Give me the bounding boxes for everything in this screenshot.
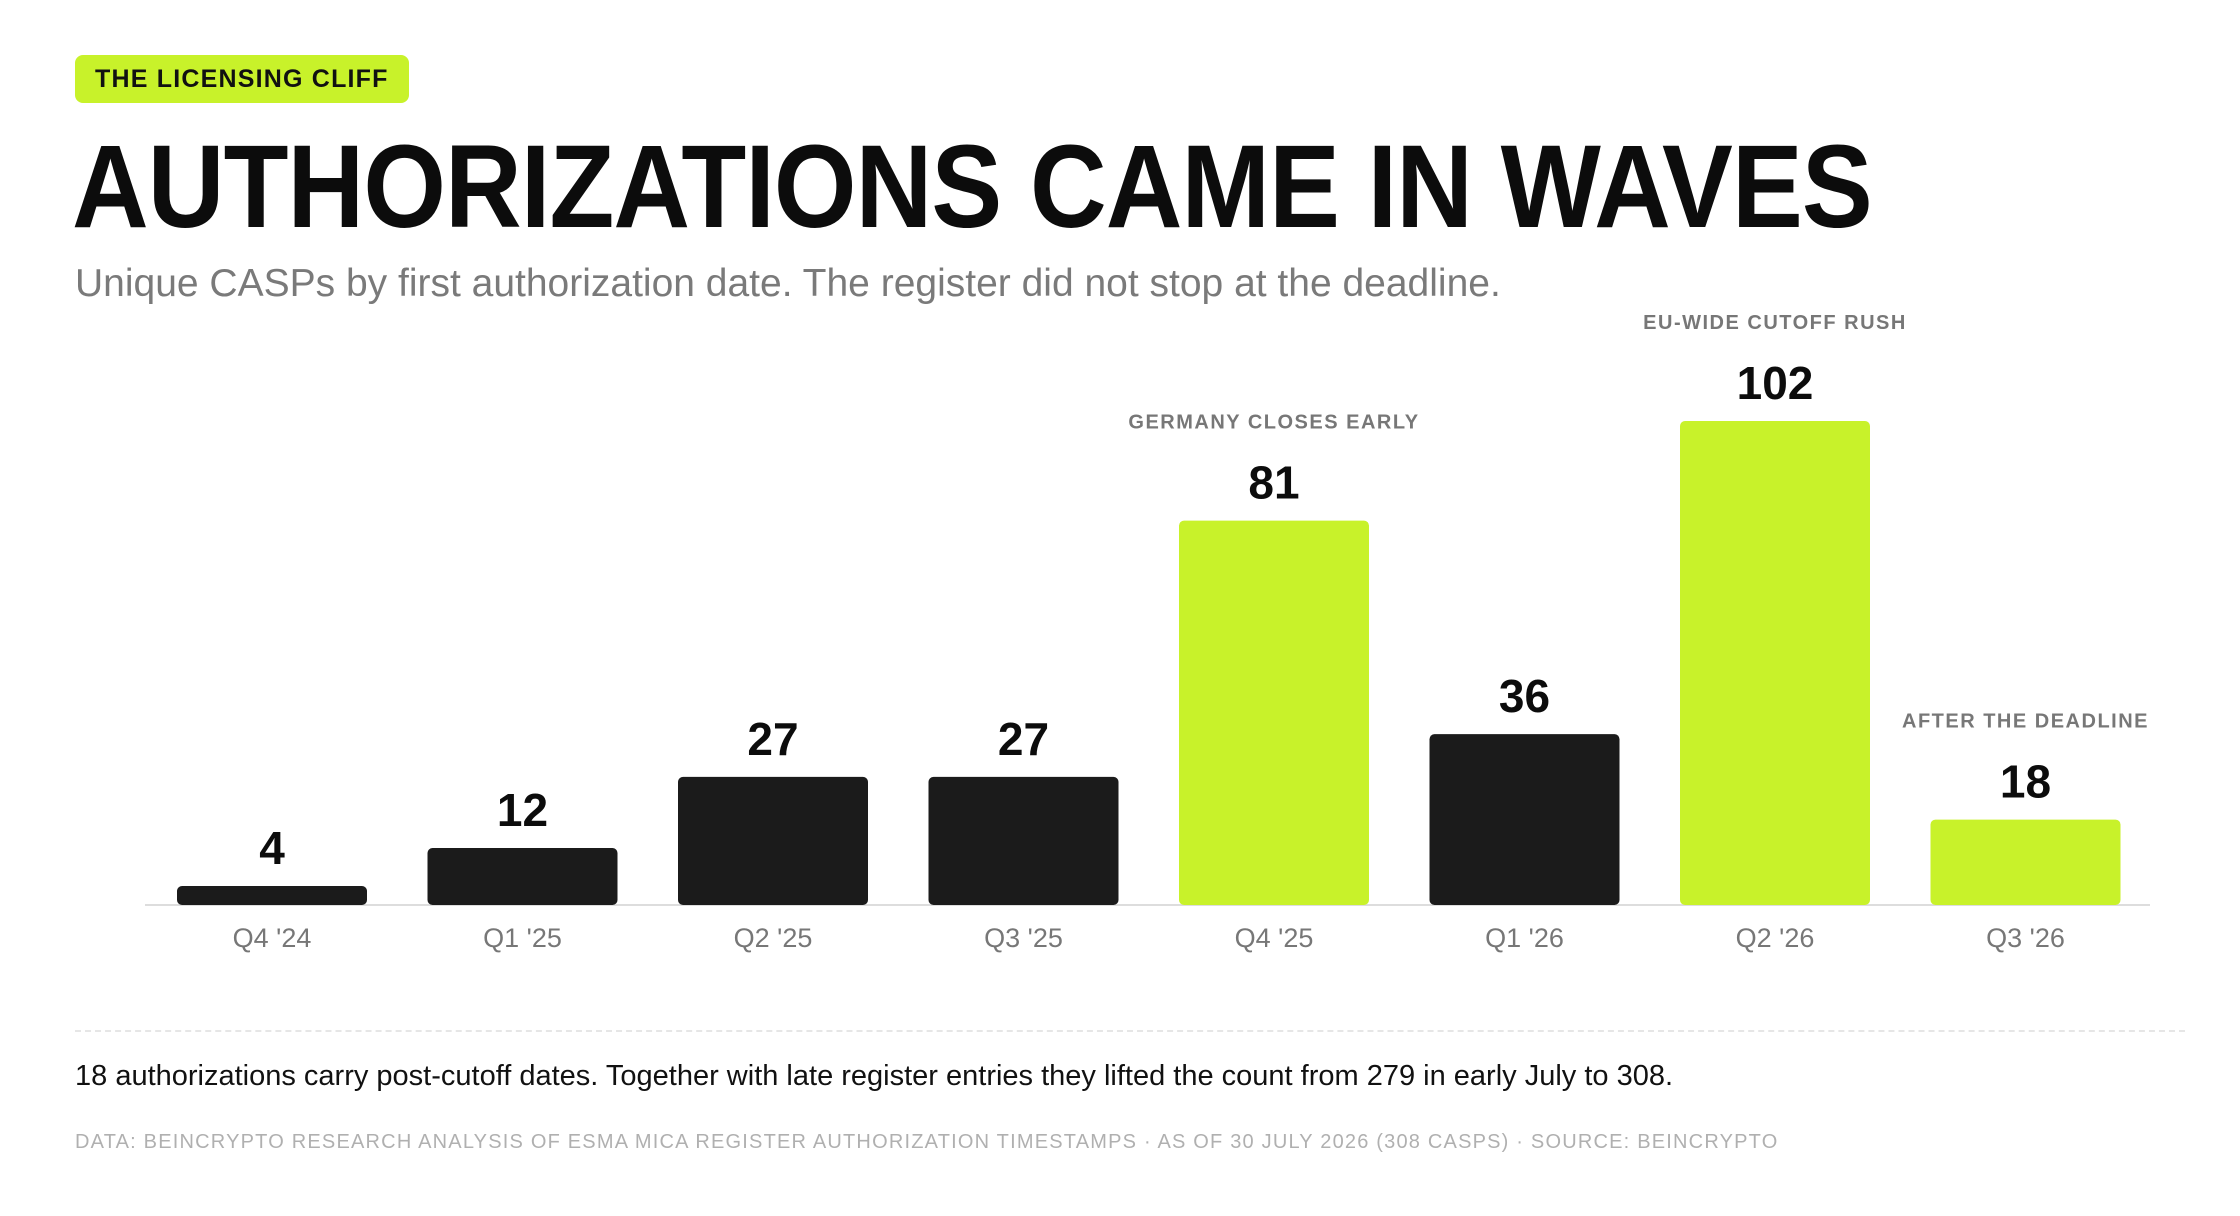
x-tick-label-5: Q1 '26 bbox=[1485, 923, 1564, 953]
annotation-4: GERMANY CLOSES EARLY bbox=[1128, 412, 1419, 434]
data-label-5: 36 bbox=[1499, 670, 1550, 722]
header-tag: THE LICENSING CLIFF bbox=[75, 55, 409, 103]
x-tick-label-0: Q4 '24 bbox=[233, 923, 312, 953]
x-tick-label-7: Q3 '26 bbox=[1986, 923, 2065, 953]
bar-6 bbox=[1680, 421, 1870, 905]
source-line: DATA: BEINCRYPTO RESEARCH ANALYSIS OF ES… bbox=[75, 1131, 1779, 1153]
bar-7 bbox=[1930, 819, 2121, 905]
x-tick-label-6: Q2 '26 bbox=[1736, 923, 1815, 953]
data-label-3: 27 bbox=[998, 713, 1049, 765]
chart-title: AUTHORIZATIONS CAME IN WAVES bbox=[72, 121, 1873, 253]
x-tick-label-4: Q4 '25 bbox=[1235, 923, 1314, 953]
chart-subtitle: Unique CASPs by first authorization date… bbox=[75, 262, 1501, 305]
bar-3 bbox=[928, 776, 1119, 905]
annotation-7: AFTER THE DEADLINE bbox=[1902, 711, 2149, 733]
bar-4 bbox=[1179, 520, 1369, 905]
x-tick-label-3: Q3 '25 bbox=[984, 923, 1063, 953]
data-label-1: 12 bbox=[497, 784, 548, 836]
bar-chart: 4 Q4 '24 12 Q1 '25 27 Q2 '25 27 Q3 '25 81 GERMANY… bbox=[145, 312, 2150, 953]
data-label-2: 27 bbox=[747, 713, 798, 765]
bar-1 bbox=[427, 848, 618, 905]
bar-2 bbox=[678, 776, 868, 905]
x-tick-label-2: Q2 '25 bbox=[734, 923, 813, 953]
annotation-6: EU-WIDE CUTOFF RUSH bbox=[1643, 312, 1907, 334]
footer-note: 18 authorizations carry post-cutoff date… bbox=[75, 1060, 1674, 1092]
data-label-7: 18 bbox=[2000, 756, 2051, 808]
x-tick-label-1: Q1 '25 bbox=[483, 923, 562, 953]
data-label-0: 4 bbox=[259, 822, 285, 874]
data-label-6: 102 bbox=[1737, 357, 1814, 409]
data-label-4: 81 bbox=[1248, 457, 1299, 509]
bar-5 bbox=[1429, 734, 1620, 905]
footer-divider bbox=[75, 1030, 2185, 1032]
bar-0 bbox=[177, 886, 367, 905]
